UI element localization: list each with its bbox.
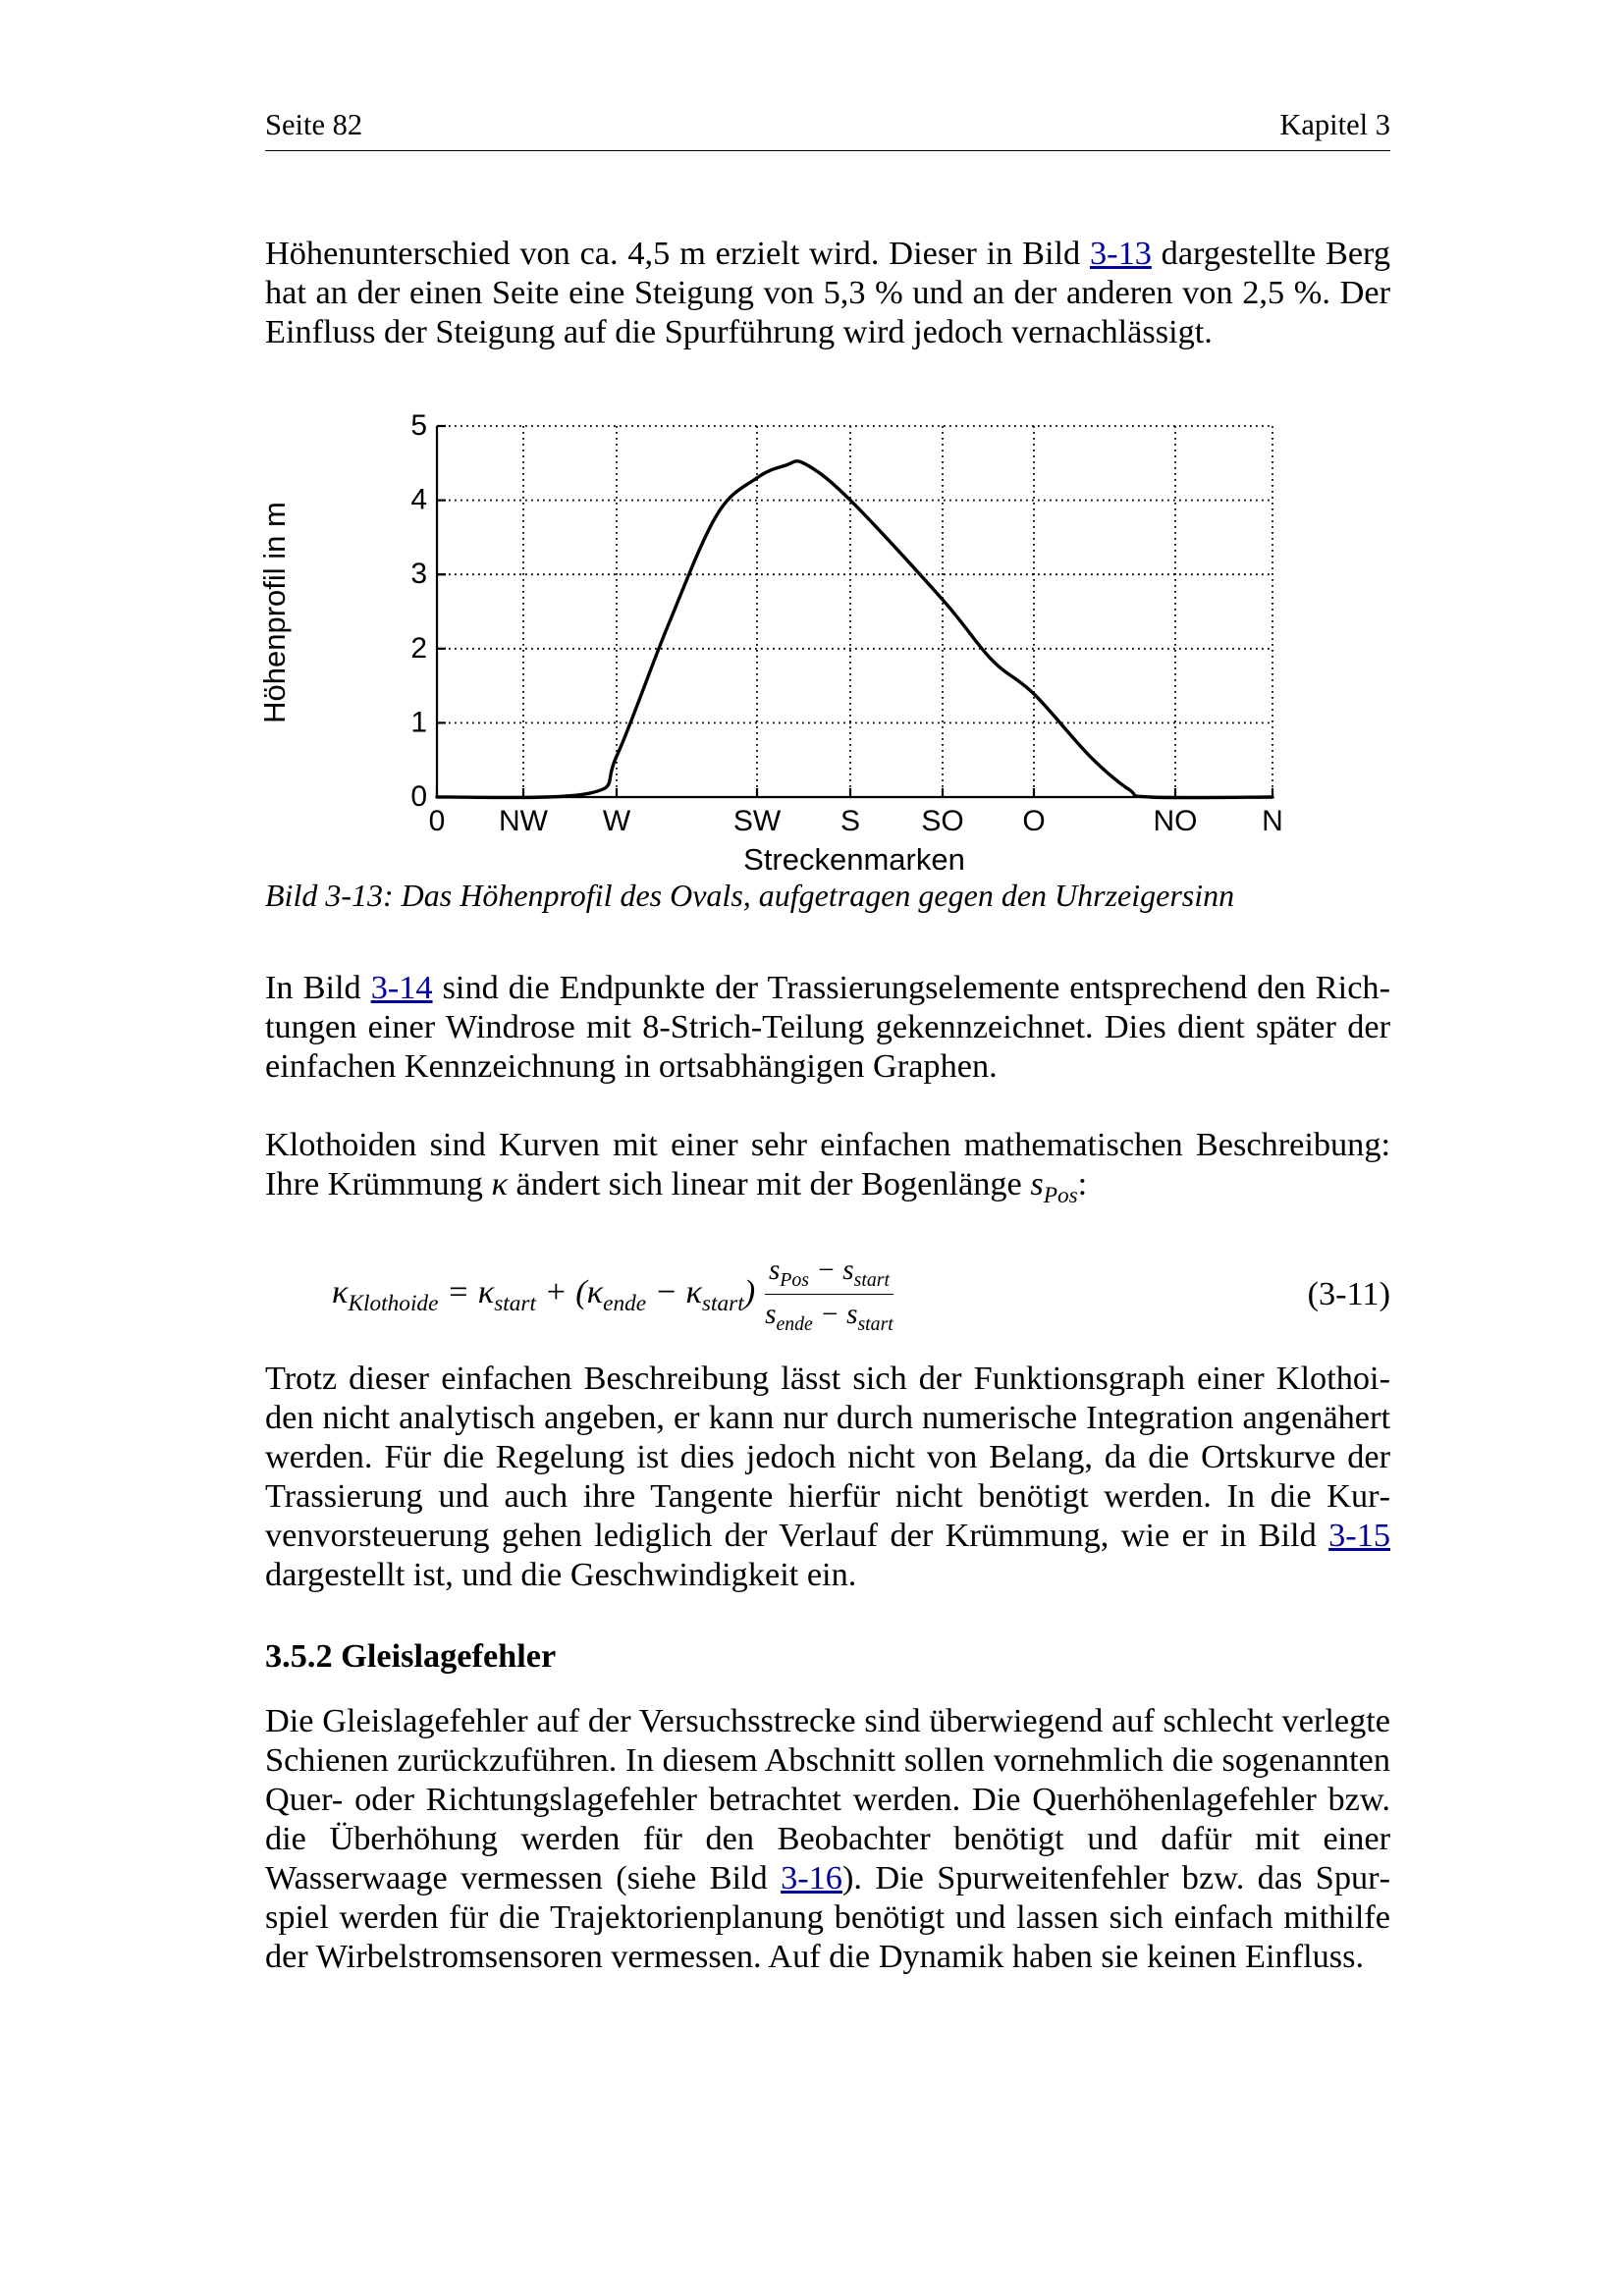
svg-text:NW: NW [499, 805, 549, 837]
svg-text:4: 4 [410, 484, 427, 516]
svg-text:W: W [603, 805, 631, 837]
svg-text:Höhenprofil in m: Höhenprofil in m [257, 502, 292, 723]
svg-text:SW: SW [733, 805, 782, 837]
svg-text:S: S [840, 805, 860, 837]
svg-text:2: 2 [410, 632, 427, 665]
svg-text:3: 3 [410, 558, 427, 590]
svg-text:0: 0 [410, 780, 427, 813]
svg-text:SO: SO [921, 805, 963, 837]
svg-text:1: 1 [410, 706, 427, 738]
svg-text:5: 5 [410, 409, 427, 442]
svg-text:O: O [1022, 805, 1045, 837]
svg-text:0: 0 [429, 805, 446, 837]
svg-text:NO: NO [1154, 805, 1198, 837]
svg-text:Streckenmarken: Streckenmarken [743, 842, 965, 877]
svg-text:N: N [1262, 805, 1283, 837]
